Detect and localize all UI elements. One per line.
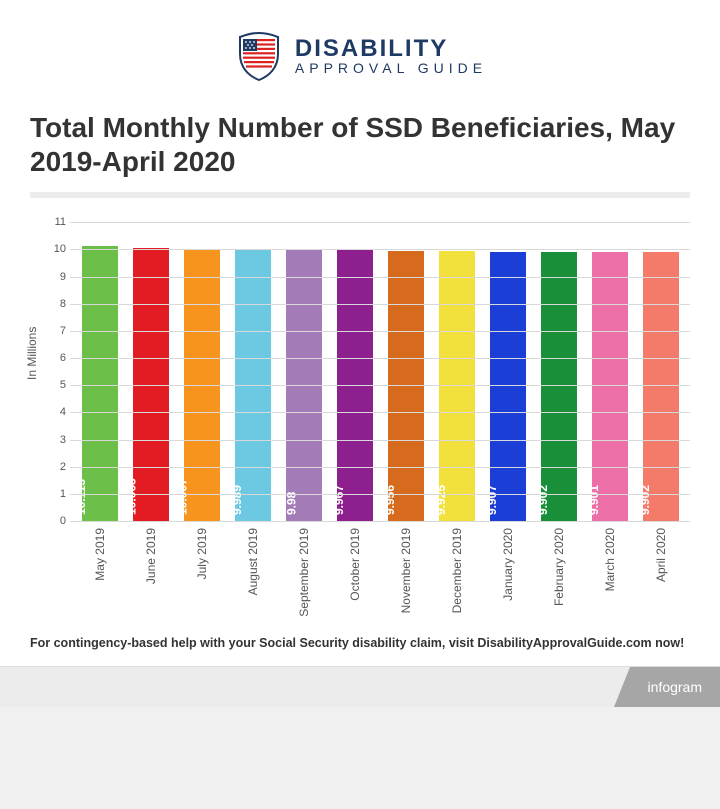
bar-value-label: 9.902 xyxy=(637,485,651,515)
gridline xyxy=(70,277,690,278)
bar: 9.925 xyxy=(439,251,475,521)
gridline xyxy=(70,358,690,359)
title-divider xyxy=(30,192,690,198)
x-tick-label: June 2019 xyxy=(144,528,158,584)
gridline xyxy=(70,412,690,413)
x-tick: January 2020 xyxy=(490,528,526,618)
x-tick: August 2019 xyxy=(235,528,271,618)
gridline xyxy=(70,304,690,305)
bar-value-label: 9.967 xyxy=(331,485,345,515)
x-tick-label: October 2019 xyxy=(348,528,362,601)
x-tick-label: February 2020 xyxy=(552,528,566,606)
y-tick-label: 10 xyxy=(48,243,66,255)
page-root: DISABILITY APPROVAL GUIDE Total Monthly … xyxy=(0,0,720,707)
gridline xyxy=(70,331,690,332)
x-tick: December 2019 xyxy=(439,528,475,618)
bar-value-label: 9.956 xyxy=(382,485,396,515)
x-tick: June 2019 xyxy=(133,528,169,618)
gridline xyxy=(70,440,690,441)
bar-value-label: 10.113 xyxy=(73,479,87,515)
chart-container: In Millions 10.11310.06310.0079.9899.989… xyxy=(30,222,690,618)
chart-title: Total Monthly Number of SSD Beneficiarie… xyxy=(30,111,690,192)
x-tick-label: August 2019 xyxy=(246,528,260,595)
bars-group: 10.113 10.063 10.007 9.989 9.98 9.967 9.956 9.9… xyxy=(70,222,690,521)
x-tick-label: January 2020 xyxy=(501,528,515,601)
y-tick-label: 4 xyxy=(48,406,66,418)
y-tick-label: 7 xyxy=(48,325,66,337)
footer-note: For contingency-based help with your Soc… xyxy=(30,618,690,666)
x-tick-label: March 2020 xyxy=(603,528,617,591)
x-tick: April 2020 xyxy=(643,528,679,618)
x-tick: February 2020 xyxy=(541,528,577,618)
x-tick: October 2019 xyxy=(337,528,373,618)
x-tick: May 2019 xyxy=(82,528,118,618)
gridline xyxy=(70,494,690,495)
x-ticks: May 2019 June 2019 July 2019 August 2019 Sep… xyxy=(70,528,690,618)
x-tick: September 2019 xyxy=(286,528,322,618)
y-tick-label: 2 xyxy=(48,461,66,473)
bar-value-label: 9.902 xyxy=(535,485,549,515)
bar: 10.113 xyxy=(82,246,118,521)
y-tick-label: 9 xyxy=(48,271,66,283)
bar-value-label: 9.925 xyxy=(433,485,447,515)
bar: 9.902 xyxy=(541,252,577,521)
gridline xyxy=(70,521,690,522)
y-axis-label: In Millions xyxy=(25,327,39,380)
logo-sub-text: APPROVAL GUIDE xyxy=(295,61,487,75)
x-tick-label: November 2019 xyxy=(399,528,413,613)
bar: 9.901 xyxy=(592,252,628,521)
y-tick-label: 11 xyxy=(48,216,66,228)
content-inner: DISABILITY APPROVAL GUIDE Total Monthly … xyxy=(0,0,720,666)
logo: DISABILITY APPROVAL GUIDE xyxy=(233,30,487,82)
bar-value-label: 9.989 xyxy=(229,485,243,515)
bar-value-label: 10.063 xyxy=(124,478,138,515)
bar-value-label: 10.007 xyxy=(175,478,189,515)
y-tick-label: 1 xyxy=(48,488,66,500)
logo-main-text: DISABILITY xyxy=(295,37,487,61)
y-tick-label: 8 xyxy=(48,298,66,310)
x-tick-label: September 2019 xyxy=(297,528,311,617)
shield-flag-icon xyxy=(233,30,285,82)
bar-value-label: 9.907 xyxy=(484,485,498,515)
bar: 9.907 xyxy=(490,252,526,521)
x-tick-label: May 2019 xyxy=(93,528,107,581)
logo-text: DISABILITY APPROVAL GUIDE xyxy=(295,37,487,75)
gridline xyxy=(70,467,690,468)
infogram-bar: infogram xyxy=(0,667,720,707)
bar-value-label: 9.98 xyxy=(284,492,298,515)
bar: 9.902 xyxy=(643,252,679,521)
x-tick: July 2019 xyxy=(184,528,220,618)
x-tick: November 2019 xyxy=(388,528,424,618)
infogram-tag[interactable]: infogram xyxy=(630,667,720,707)
x-tick-label: December 2019 xyxy=(450,528,464,613)
infogram-label: infogram xyxy=(648,679,702,695)
gridline xyxy=(70,249,690,250)
x-tick-label: July 2019 xyxy=(195,528,209,579)
gridline xyxy=(70,385,690,386)
x-tick-label: April 2020 xyxy=(654,528,668,582)
logo-block: DISABILITY APPROVAL GUIDE xyxy=(30,20,690,111)
y-tick-label: 3 xyxy=(48,434,66,446)
y-tick-label: 5 xyxy=(48,379,66,391)
gridline xyxy=(70,222,690,223)
y-tick-label: 6 xyxy=(48,352,66,364)
plot-area: 10.113 10.063 10.007 9.989 9.98 9.967 9.956 9.9… xyxy=(70,222,690,522)
y-tick-label: 0 xyxy=(48,515,66,527)
x-tick: March 2020 xyxy=(592,528,628,618)
bar-value-label: 9.901 xyxy=(586,485,600,515)
